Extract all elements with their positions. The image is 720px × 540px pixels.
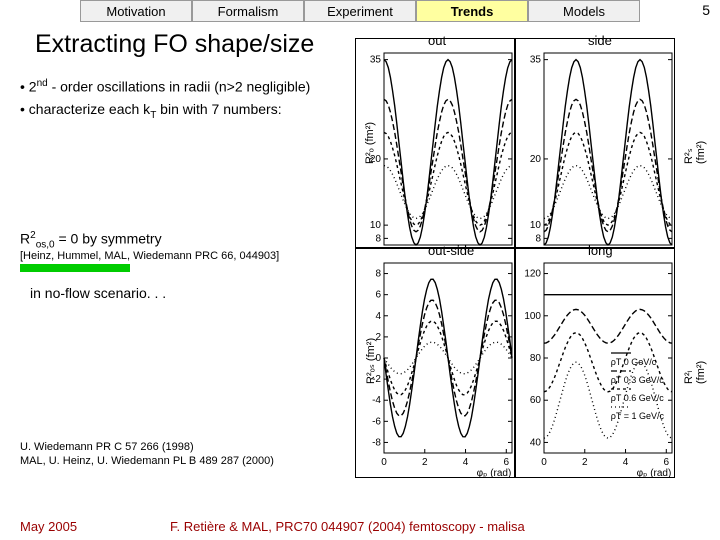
svg-text:6: 6 (375, 290, 381, 301)
svg-text:10: 10 (370, 220, 382, 231)
footer-citation: F. Retière & MAL, PRC70 044907 (2004) fe… (170, 519, 525, 534)
page-title: Extracting FO shape/size (35, 30, 314, 59)
chart-panel-outside: -8-6-4-2024680246φₚ (rad)out-sideR²ₒₛ (f… (355, 248, 515, 478)
svg-text:35: 35 (530, 55, 542, 66)
bullet-1: • 2nd - order oscillations in radii (n>2… (20, 78, 310, 95)
svg-text:8: 8 (535, 233, 541, 244)
svg-text:80: 80 (530, 353, 542, 364)
svg-text:10: 10 (530, 220, 542, 231)
chart-panel-long: 4060801001200246φₚ (rad)longR²ₗ (fm²) ρT… (515, 248, 675, 478)
svg-text:8: 8 (375, 269, 381, 280)
svg-text:0: 0 (541, 457, 547, 468)
legend: ρT 0 GeV/c ρT 0.3 GeV/c ρT 0.6 GeV/c ρT … (611, 349, 664, 421)
bullet-2: • characterize each kT bin with 7 number… (20, 101, 310, 121)
legend-item: ρT 0.3 GeV/c (611, 367, 664, 385)
date-footer: May 2005 (20, 519, 77, 534)
svg-text:-6: -6 (372, 416, 381, 427)
svg-text:4: 4 (623, 457, 629, 468)
svg-text:-4: -4 (372, 395, 381, 406)
tab-formalism[interactable]: Formalism (192, 0, 304, 22)
tab-experiment[interactable]: Experiment (304, 0, 416, 22)
svg-text:4: 4 (463, 457, 469, 468)
noflow-text: in no-flow scenario. . . (30, 285, 166, 301)
ylabel-out: R²ₒ (fm²) (364, 122, 376, 164)
svg-text:4: 4 (375, 311, 381, 322)
bullet-list: • 2nd - order oscillations in radii (n>2… (20, 78, 310, 126)
chart-panel-out: 8102035outR²ₒ (fm²) (355, 38, 515, 248)
svg-text:35: 35 (370, 55, 382, 66)
tab-motivation[interactable]: Motivation (80, 0, 192, 22)
svg-text:8: 8 (375, 233, 381, 244)
legend-item: ρT = 1 GeV/c (611, 403, 664, 421)
svg-text:120: 120 (524, 269, 541, 280)
citation-2: U. Wiedemann PR C 57 266 (1998) MAL, U. … (20, 440, 274, 469)
svg-text:40: 40 (530, 437, 542, 448)
svg-text:6: 6 (504, 457, 510, 468)
tab-trends[interactable]: Trends (416, 0, 528, 22)
ylabel-long: R²ₗ (fm²) (682, 361, 707, 384)
panel-label-outside: out-side (428, 243, 474, 258)
svg-text:20: 20 (530, 154, 542, 165)
panel-label-side: side (588, 33, 612, 48)
svg-text:100: 100 (524, 311, 541, 322)
citation-1: [Heinz, Hummel, MAL, Wiedemann PRC 66, 0… (20, 250, 279, 262)
page-number: 5 (702, 2, 710, 18)
svg-text:2: 2 (582, 457, 588, 468)
svg-text:φₚ (rad): φₚ (rad) (477, 468, 512, 479)
svg-text:6: 6 (664, 457, 670, 468)
symmetry-note: R2os,0 = 0 by symmetry (20, 230, 162, 250)
ylabel-outside: R²ₒₛ (fm²) (364, 338, 377, 384)
legend-item: ρT 0 GeV/c (611, 349, 664, 367)
chart-panel-side: 8102035sideR²ₛ (fm²) (515, 38, 675, 248)
svg-text:2: 2 (422, 457, 428, 468)
svg-text:φₚ (rad): φₚ (rad) (637, 468, 672, 479)
svg-text:-8: -8 (372, 437, 381, 448)
svg-text:60: 60 (530, 395, 542, 406)
tab-models[interactable]: Models (528, 0, 640, 22)
tab-bar: Motivation Formalism Experiment Trends M… (80, 0, 640, 22)
chart-grid: 8102035outR²ₒ (fm²)8102035sideR²ₛ (fm²)-… (355, 30, 715, 510)
panel-label-out: out (428, 33, 446, 48)
legend-item: ρT 0.6 GeV/c (611, 385, 664, 403)
panel-label-long: long (588, 243, 613, 258)
svg-text:0: 0 (381, 457, 387, 468)
ylabel-side: R²ₛ (fm²) (682, 141, 707, 164)
green-highlight (20, 264, 130, 272)
